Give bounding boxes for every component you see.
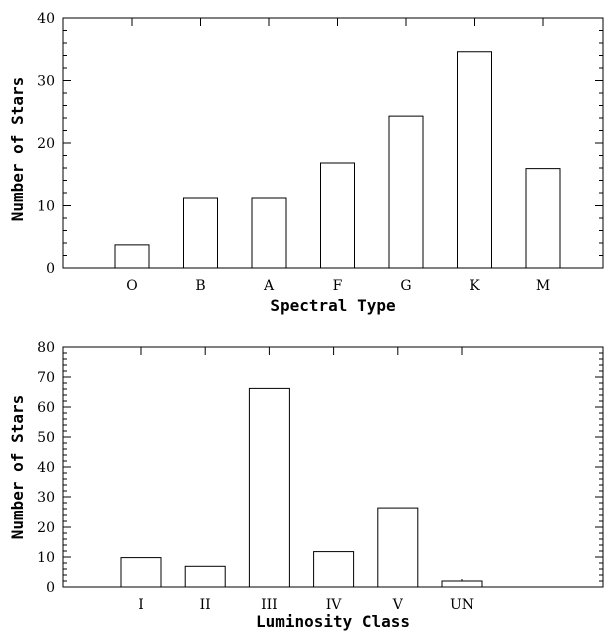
luminosity-category-label: II <box>200 597 211 613</box>
luminosity-ytick-label: 50 <box>37 430 55 446</box>
spectral-type-xlabel: Spectral Type <box>270 296 395 315</box>
luminosity-bar-V <box>377 507 419 588</box>
spectral-category-label: M <box>536 278 550 294</box>
spectral-category-label: O <box>126 278 137 294</box>
spectral-type-chart: Spectral Type Number of Stars 0 10 20 30 40 O… <box>8 11 604 315</box>
luminosity-ytick-label: 30 <box>37 490 55 506</box>
luminosity-axes-frame <box>62 346 604 588</box>
luminosity-ytick-label: 70 <box>37 370 55 386</box>
luminosity-ytick-label: 80 <box>37 340 55 356</box>
luminosity-class-chart: Luminosity Class Number of Stars 0 10 20 30… <box>8 340 604 631</box>
spectral-bar-A <box>251 197 287 269</box>
spectral-bar-F <box>320 162 355 269</box>
luminosity-bar-IV <box>313 551 355 588</box>
luminosity-category-label: I <box>138 597 144 613</box>
luminosity-ytick-label: 40 <box>37 460 55 476</box>
spectral-category-label: A <box>263 278 275 294</box>
spectral-ytick-label: 10 <box>37 199 55 215</box>
spectral-bar-K <box>457 51 492 269</box>
spectral-ytick-label: 30 <box>37 74 55 90</box>
luminosity-class-xlabel: Luminosity Class <box>256 612 410 631</box>
spectral-bar-B <box>183 197 218 269</box>
spectral-ytick-label: 0 <box>46 261 55 277</box>
spectral-ytick-label: 20 <box>37 136 55 152</box>
luminosity-bar-I <box>120 557 162 588</box>
luminosity-ytick-label: 20 <box>37 520 55 536</box>
luminosity-class-ylabel: Number of Stars <box>8 395 27 540</box>
spectral-bar-G <box>388 115 424 269</box>
luminosity-category-label: IV <box>326 597 343 613</box>
spectral-bar-O <box>114 244 150 269</box>
luminosity-bar-III <box>248 387 290 588</box>
luminosity-category-label: III <box>261 597 278 613</box>
luminosity-ytick-label: 0 <box>46 580 55 596</box>
spectral-category-label: F <box>333 278 343 294</box>
luminosity-ytick-label: 10 <box>37 550 55 566</box>
spectral-type-ylabel: Number of Stars <box>8 77 27 222</box>
luminosity-category-label: UN <box>450 597 474 613</box>
luminosity-ytick-label: 60 <box>37 400 55 416</box>
spectral-category-label: B <box>195 278 205 294</box>
luminosity-bar-UN <box>441 580 483 588</box>
spectral-category-label: G <box>400 278 411 294</box>
spectral-bar-M <box>525 168 561 269</box>
spectral-ytick-label: 40 <box>37 11 55 27</box>
spectral-category-label: K <box>469 278 480 294</box>
luminosity-category-label: V <box>392 597 404 613</box>
luminosity-bar-II <box>184 565 226 588</box>
